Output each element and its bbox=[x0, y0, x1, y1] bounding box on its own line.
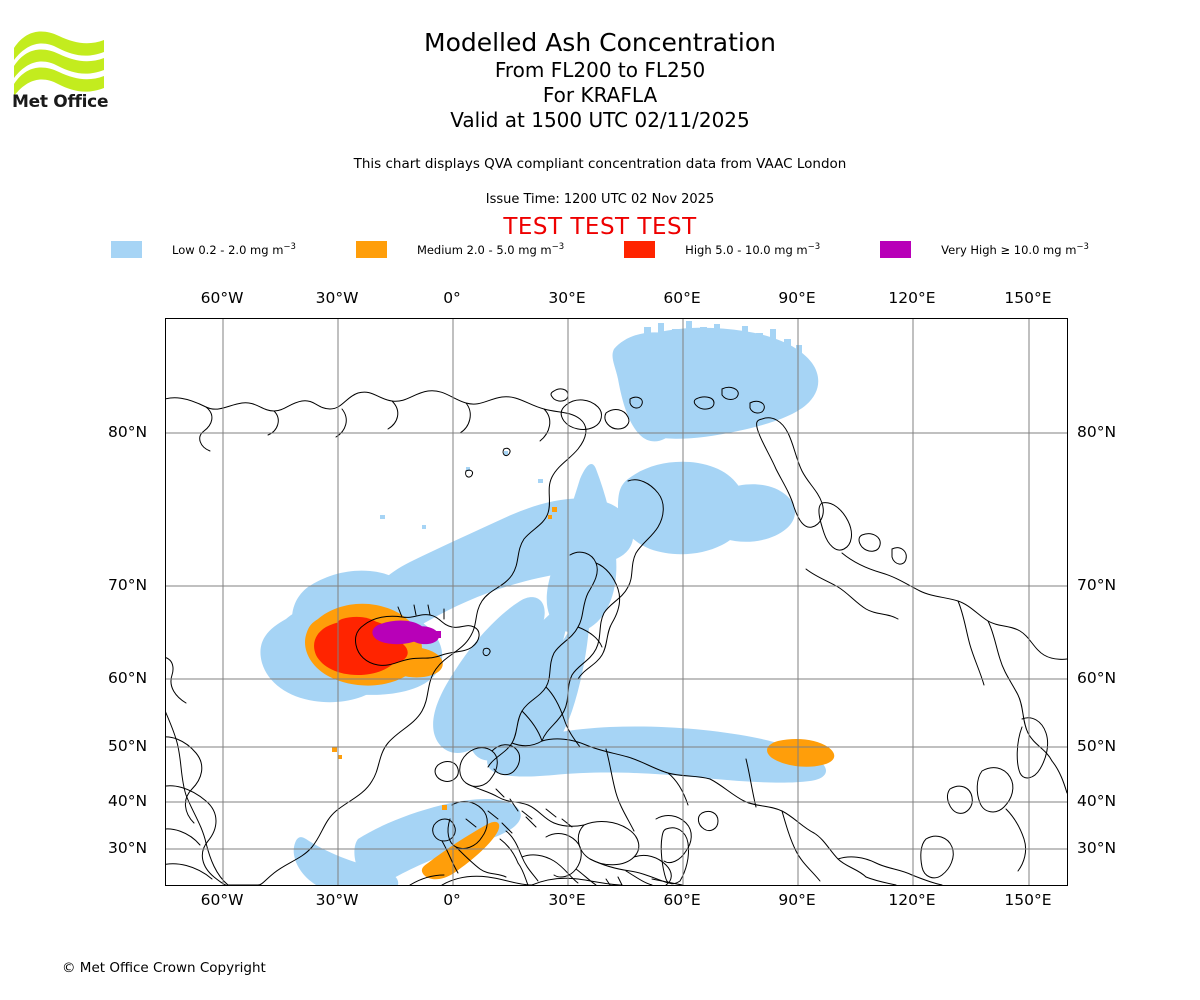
latitude-tick-label: 40°N bbox=[108, 792, 147, 810]
copyright-notice: © Met Office Crown Copyright bbox=[62, 960, 266, 976]
longitude-axis-top: 60°W 30°W 0° 30°E 60°E 90°E 120°E 150°E bbox=[0, 289, 1200, 313]
longitude-tick-label: 90°E bbox=[778, 891, 815, 909]
longitude-tick-label: 120°E bbox=[888, 891, 935, 909]
latitude-tick-label: 40°N bbox=[1077, 792, 1116, 810]
chart-title-block: Modelled Ash Concentration From FL200 to… bbox=[0, 28, 1200, 133]
legend-item-high: High 5.0 - 10.0 mg m−3 bbox=[624, 241, 820, 258]
latitude-tick-label: 50°N bbox=[108, 737, 147, 755]
title-volcano: For KRAFLA bbox=[0, 83, 1200, 108]
qva-note: This chart displays QVA compliant concen… bbox=[0, 156, 1200, 172]
issue-time: Issue Time: 1200 UTC 02 Nov 2025 bbox=[0, 192, 1200, 207]
longitude-tick-label: 60°W bbox=[201, 289, 244, 307]
longitude-tick-label: 60°E bbox=[663, 289, 700, 307]
title-valid-time: Valid at 1500 UTC 02/11/2025 bbox=[0, 108, 1200, 133]
latitude-tick-label: 70°N bbox=[1077, 576, 1116, 594]
legend-item-low: Low 0.2 - 2.0 mg m−3 bbox=[111, 241, 296, 258]
latitude-tick-label: 80°N bbox=[108, 423, 147, 441]
latitude-tick-label: 30°N bbox=[1077, 839, 1116, 857]
legend-swatch-medium bbox=[356, 241, 387, 258]
ash-layer-low bbox=[260, 321, 826, 885]
title-flight-levels: From FL200 to FL250 bbox=[0, 58, 1200, 83]
legend-label-high: High 5.0 - 10.0 mg m−3 bbox=[685, 242, 820, 257]
longitude-tick-label: 30°E bbox=[548, 891, 585, 909]
longitude-tick-label: 0° bbox=[443, 289, 461, 307]
ash-concentration-map[interactable] bbox=[165, 318, 1068, 886]
longitude-axis-bottom: 60°W 30°W 0° 30°E 60°E 90°E 120°E 150°E bbox=[0, 891, 1200, 915]
latitude-tick-label: 70°N bbox=[108, 576, 147, 594]
longitude-tick-label: 90°E bbox=[778, 289, 815, 307]
legend-swatch-high bbox=[624, 241, 655, 258]
page-title: Modelled Ash Concentration bbox=[0, 28, 1200, 58]
longitude-tick-label: 60°W bbox=[201, 891, 244, 909]
latitude-tick-label: 60°N bbox=[1077, 669, 1116, 687]
concentration-legend: Low 0.2 - 2.0 mg m−3 Medium 2.0 - 5.0 mg… bbox=[0, 241, 1200, 258]
legend-label-low: Low 0.2 - 2.0 mg m−3 bbox=[172, 242, 296, 257]
longitude-tick-label: 60°E bbox=[663, 891, 700, 909]
legend-swatch-very-high bbox=[880, 241, 911, 258]
legend-label-medium: Medium 2.0 - 5.0 mg m−3 bbox=[417, 242, 564, 257]
longitude-tick-label: 30°E bbox=[548, 289, 585, 307]
legend-item-medium: Medium 2.0 - 5.0 mg m−3 bbox=[356, 241, 564, 258]
longitude-tick-label: 150°E bbox=[1004, 891, 1051, 909]
test-banner: TEST TEST TEST bbox=[0, 214, 1200, 240]
longitude-tick-label: 150°E bbox=[1004, 289, 1051, 307]
latitude-tick-label: 60°N bbox=[108, 669, 147, 687]
longitude-tick-label: 120°E bbox=[888, 289, 935, 307]
latitude-tick-label: 50°N bbox=[1077, 737, 1116, 755]
latitude-tick-label: 30°N bbox=[108, 839, 147, 857]
ash-layer-very-high bbox=[372, 621, 441, 645]
latitude-tick-label: 80°N bbox=[1077, 423, 1116, 441]
longitude-tick-label: 30°W bbox=[316, 289, 359, 307]
map-canvas bbox=[166, 319, 1067, 885]
legend-label-very-high: Very High ≥ 10.0 mg m−3 bbox=[941, 242, 1089, 257]
longitude-tick-label: 30°W bbox=[316, 891, 359, 909]
legend-item-very-high: Very High ≥ 10.0 mg m−3 bbox=[880, 241, 1089, 258]
legend-swatch-low bbox=[111, 241, 142, 258]
longitude-tick-label: 0° bbox=[443, 891, 461, 909]
